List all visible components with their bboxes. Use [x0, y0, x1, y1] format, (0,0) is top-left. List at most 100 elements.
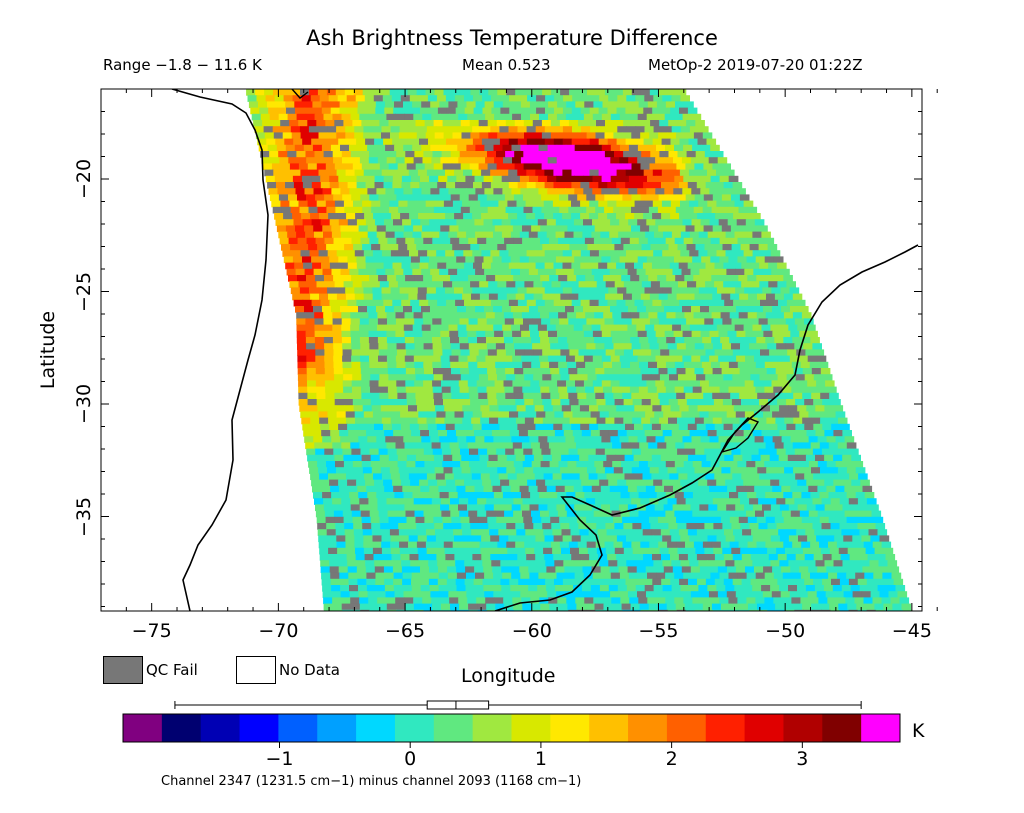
- heatmap-cell: [405, 510, 416, 518]
- heatmap-cell: [650, 399, 661, 406]
- heatmap-cell: [596, 547, 607, 555]
- heatmap-cell: [571, 262, 581, 270]
- heatmap-cell: [520, 504, 531, 512]
- heatmap-cell: [343, 461, 354, 468]
- heatmap-cell: [411, 430, 421, 437]
- heatmap-cell: [636, 411, 646, 419]
- heatmap-cell: [517, 138, 528, 146]
- heatmap-cell: [796, 529, 806, 536]
- heatmap-cell: [362, 244, 372, 251]
- heatmap-cell: [362, 200, 372, 208]
- heatmap-cell: [368, 312, 378, 319]
- heatmap-cell: [264, 169, 274, 177]
- heatmap-cell: [453, 473, 464, 481]
- heatmap-cell: [829, 547, 840, 555]
- heatmap-cell: [326, 405, 337, 412]
- heatmap-cell: [486, 275, 496, 282]
- heatmap-cell: [592, 380, 603, 388]
- heatmap-cell: [276, 182, 286, 189]
- heatmap-cell: [683, 175, 693, 183]
- heatmap-cell: [785, 609, 795, 611]
- heatmap-cell: [357, 430, 367, 437]
- heatmap-cell: [513, 386, 523, 394]
- heatmap-cell: [514, 343, 524, 350]
- heatmap-cell: [754, 330, 764, 338]
- heatmap-cell: [751, 529, 761, 536]
- heatmap-cell: [648, 442, 658, 450]
- heatmap-cell: [455, 299, 465, 307]
- heatmap-cell: [480, 417, 490, 425]
- heatmap-cell: [403, 188, 413, 195]
- heatmap-cell: [385, 306, 395, 313]
- heatmap-cell: [482, 95, 492, 102]
- heatmap-cell: [387, 448, 398, 456]
- heatmap-cell: [682, 330, 693, 338]
- heatmap-cell: [629, 237, 640, 245]
- heatmap-cell: [696, 374, 706, 381]
- heatmap-cell: [625, 200, 636, 208]
- heatmap-cell: [425, 132, 436, 140]
- heatmap-cell: [377, 498, 388, 505]
- heatmap-cell: [332, 603, 343, 611]
- heatmap-cell: [728, 175, 739, 183]
- heatmap-cell: [618, 231, 628, 239]
- heatmap-cell: [585, 275, 595, 282]
- heatmap-cell: [397, 461, 408, 468]
- heatmap-cell: [620, 101, 631, 109]
- heatmap-cell: [649, 392, 659, 400]
- heatmap-cell: [708, 157, 719, 164]
- heatmap-cell: [261, 157, 271, 164]
- heatmap-cell: [519, 585, 529, 592]
- heatmap-cell: [501, 485, 512, 493]
- heatmap-cell: [500, 107, 510, 115]
- heatmap-cell: [668, 151, 679, 158]
- heatmap-cell: [747, 312, 758, 319]
- heatmap-cell: [302, 423, 312, 431]
- heatmap-cell: [892, 603, 902, 611]
- heatmap-cell: [440, 113, 450, 121]
- heatmap-cell: [455, 182, 465, 189]
- heatmap-cell: [549, 337, 559, 344]
- heatmap-cell: [363, 547, 374, 555]
- heatmap-cell: [834, 535, 844, 543]
- heatmap-cell: [580, 182, 590, 189]
- heatmap-cell: [755, 361, 766, 369]
- heatmap-cell: [601, 380, 612, 388]
- heatmap-cell: [785, 547, 795, 555]
- heatmap-cell: [598, 423, 608, 431]
- heatmap-cell: [710, 175, 721, 183]
- heatmap-cell: [363, 126, 374, 133]
- heatmap-cell: [333, 237, 344, 245]
- heatmap-cell: [490, 126, 500, 133]
- heatmap-cell: [333, 343, 343, 350]
- heatmap-cell: [471, 547, 482, 555]
- heatmap-cell: [653, 479, 663, 487]
- heatmap-cell: [605, 293, 615, 301]
- heatmap-cell: [593, 510, 604, 518]
- heatmap-cell: [315, 349, 325, 357]
- heatmap-cell: [675, 312, 686, 319]
- heatmap-cell: [573, 324, 584, 332]
- heatmap-cell: [386, 330, 396, 338]
- heatmap-cell: [707, 169, 717, 177]
- heatmap-cell: [559, 120, 570, 127]
- heatmap-cell: [371, 244, 381, 251]
- heatmap-cell: [375, 101, 386, 109]
- heatmap-cell: [857, 523, 868, 530]
- heatmap-cell: [815, 504, 826, 512]
- heatmap-cell: [559, 318, 569, 326]
- heatmap-cell: [529, 157, 540, 164]
- heatmap-cell: [454, 95, 465, 102]
- heatmap-cell: [339, 485, 349, 493]
- heatmap-cell: [741, 423, 752, 431]
- heatmap-cell: [475, 101, 486, 109]
- heatmap-cell: [457, 268, 467, 276]
- heatmap-cell: [647, 492, 658, 499]
- heatmap-cell: [426, 473, 437, 481]
- heatmap-cell: [390, 473, 401, 481]
- heatmap-cell: [803, 523, 814, 530]
- heatmap-cell: [418, 95, 429, 102]
- heatmap-cell: [857, 578, 868, 586]
- heatmap-cell: [616, 405, 626, 412]
- heatmap-cell: [471, 529, 481, 536]
